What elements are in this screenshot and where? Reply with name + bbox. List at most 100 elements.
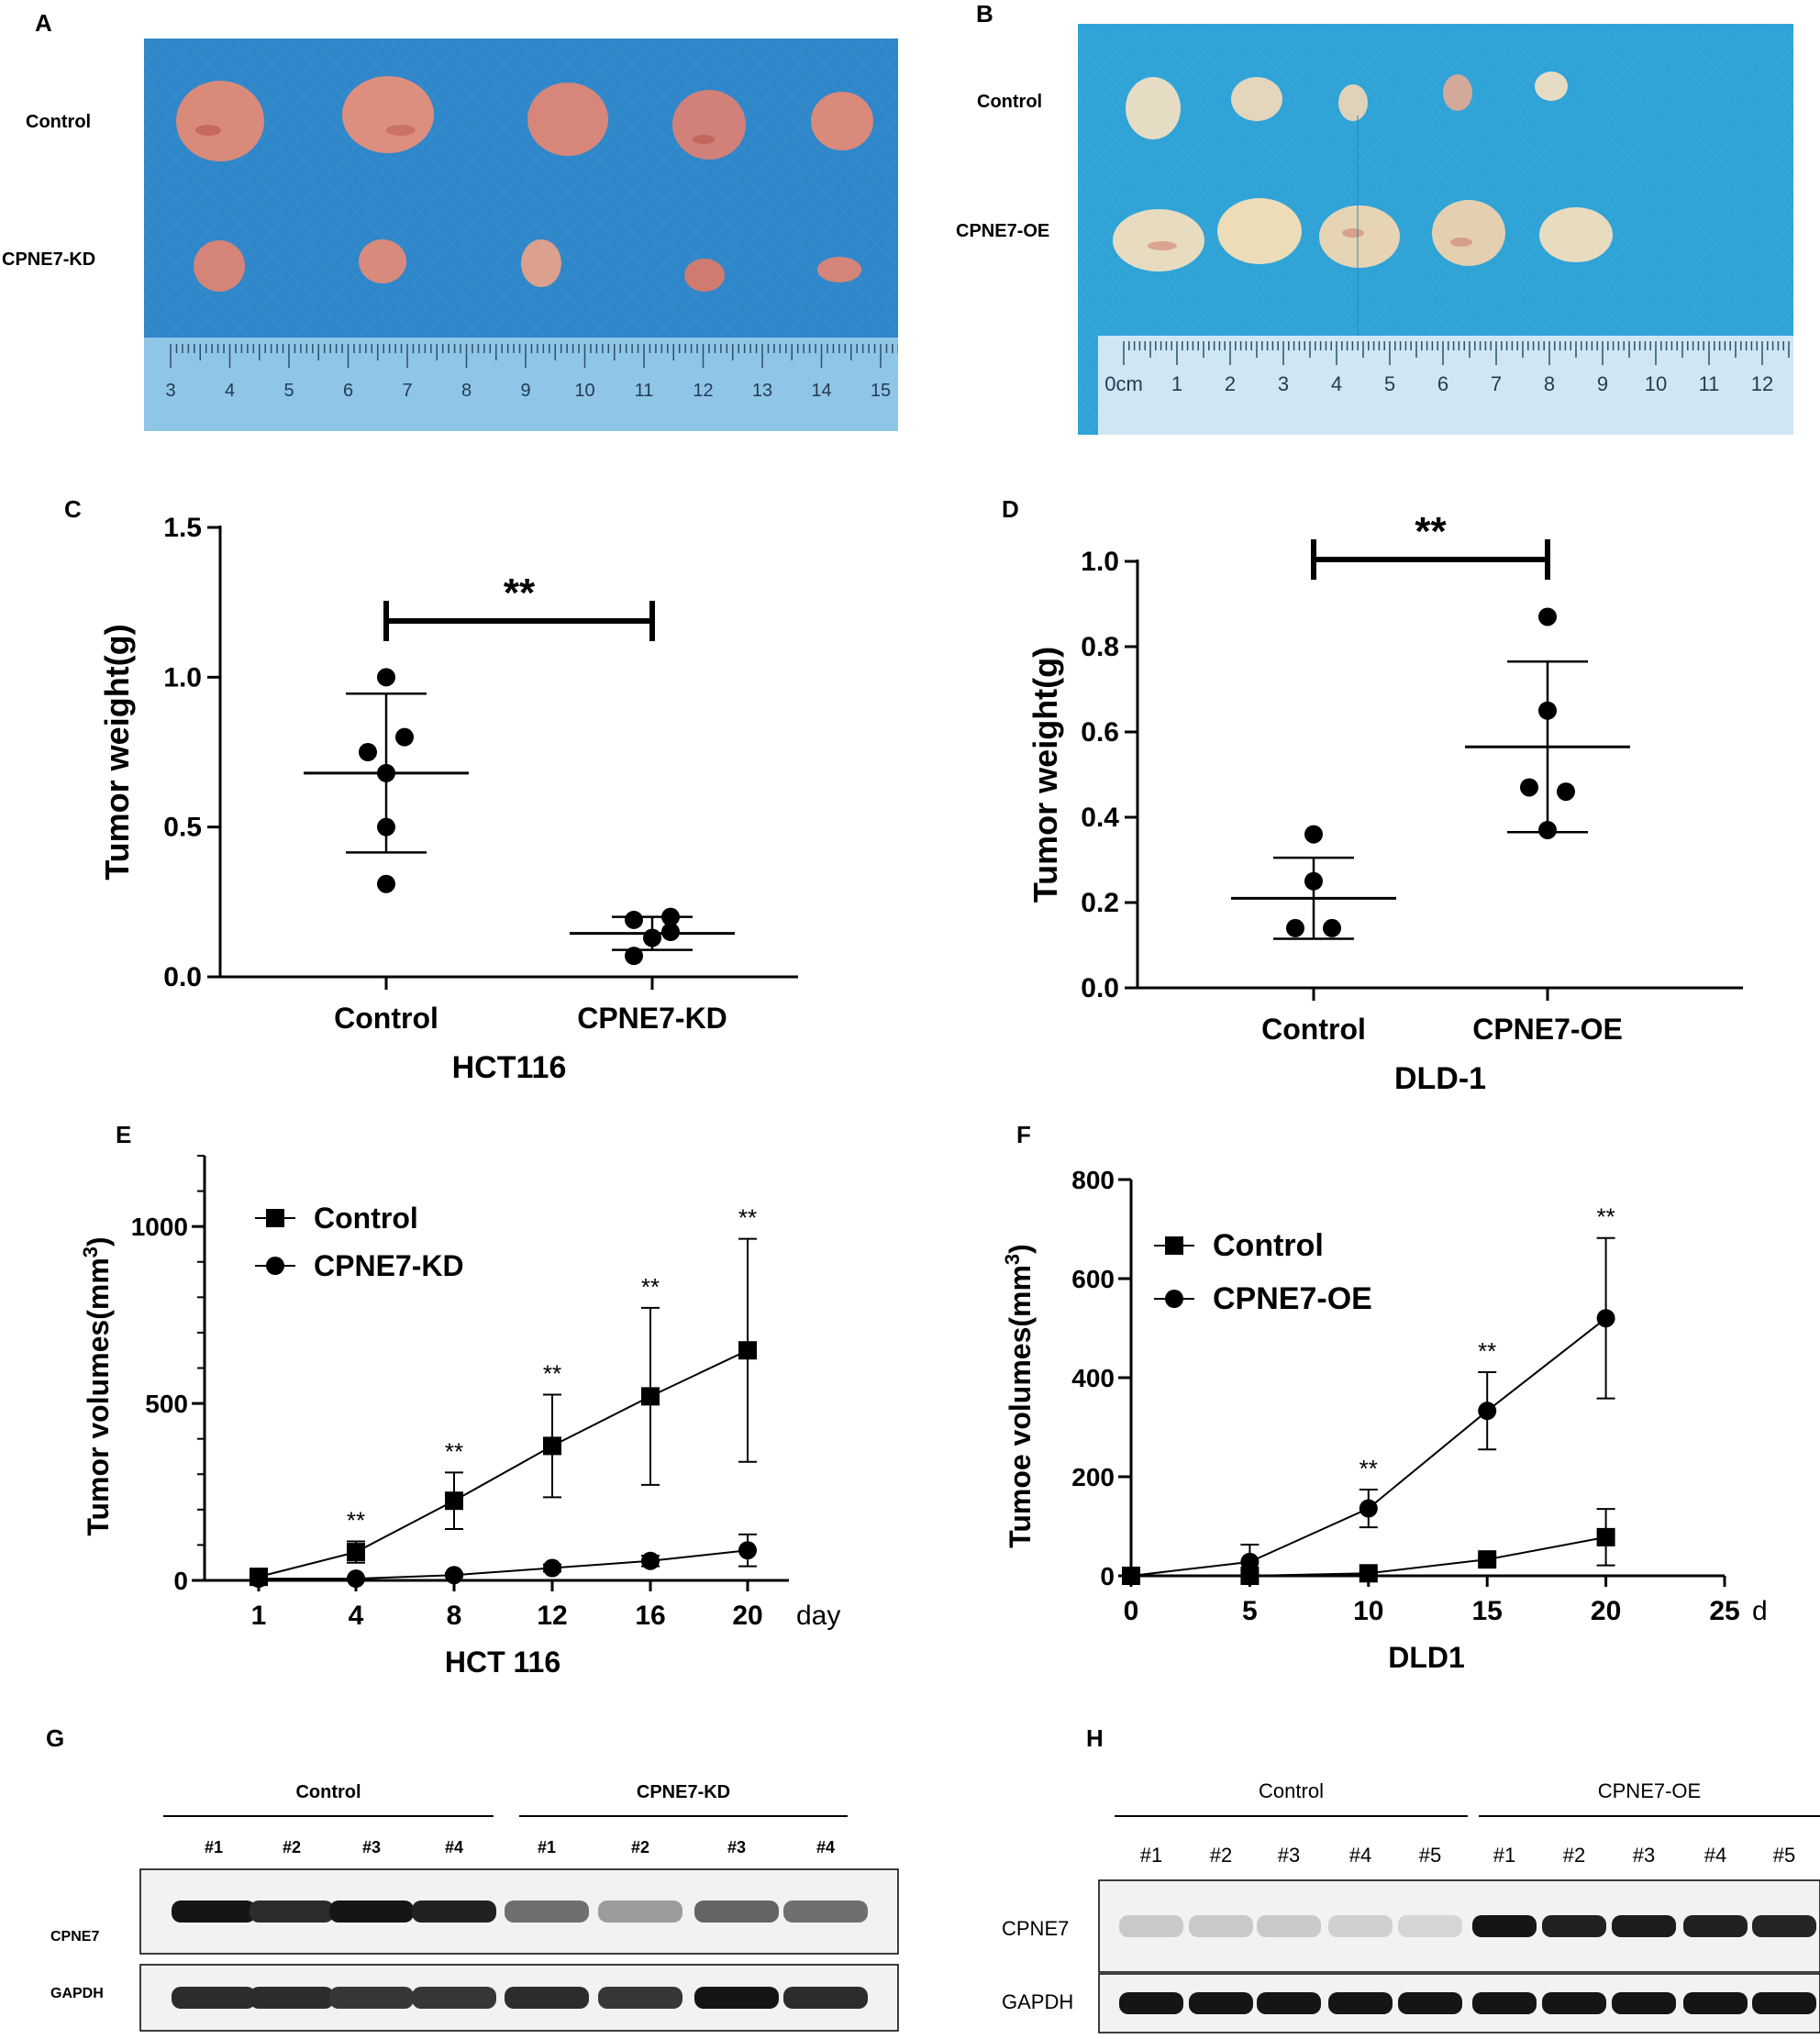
- western-blot-g: Control CPNE7-KD #1 #2 #3 #4 #1 #2 #3 #4 CPNE7 GAPD…: [50, 1782, 899, 2032]
- y-tick-label: 0: [1100, 1562, 1115, 1590]
- significance-label: **: [1415, 509, 1447, 554]
- ruler-number: 6: [1437, 372, 1448, 395]
- x-tick-label: CPNE7-KD: [577, 1002, 727, 1035]
- panel-g: G Control CPNE7-KD #1 #2 #3 #4 #1 #2 #3 #4 CPNE7 GA…: [0, 1706, 917, 2039]
- ruler-number: 13: [752, 381, 772, 401]
- y-tick-label: 0.2: [1081, 888, 1119, 918]
- western-blot-h: Control CPNE7-OE #1 #2 #3 #4 #5 #1 #2 #3 #4 #5 CPNE7…: [1002, 1779, 1820, 2033]
- panel-f: F 0 200 400 600 800 0 5 10 15 20 25 d DLD1 Tumoe volu…: [917, 1110, 1820, 1706]
- blot-band: [1472, 1915, 1537, 1937]
- data-point-circle: [1596, 1309, 1615, 1328]
- blot-band: [1189, 1915, 1253, 1937]
- panel-label-f: F: [1016, 1121, 1031, 1148]
- data-point: [1520, 778, 1538, 797]
- blot-band: [598, 1987, 682, 2009]
- tumor: [817, 257, 861, 283]
- blot-lane-label: #2: [631, 1838, 649, 1856]
- significance-label: **: [1596, 1203, 1615, 1231]
- y-tick-label: 400: [1071, 1364, 1115, 1392]
- blot-group-label: Control: [295, 1782, 361, 1802]
- blot-group-label: CPNE7-OE: [1598, 1779, 1701, 1802]
- panel-label-a: A: [35, 9, 52, 37]
- blot-lane-label: #5: [1419, 1844, 1441, 1867]
- data-point: [661, 923, 680, 941]
- ruler-number: 2: [1225, 372, 1236, 395]
- blot-band: [329, 1900, 414, 1923]
- x-axis-title: DLD-1: [1394, 1061, 1486, 1096]
- blot-lane-label: #3: [1278, 1844, 1300, 1867]
- blot-lane-label: #2: [1563, 1844, 1585, 1867]
- legend-marker-circle: [266, 1257, 284, 1275]
- x-tick-label: 20: [732, 1601, 762, 1631]
- data-point-square: [1478, 1550, 1497, 1569]
- data-point: [395, 727, 414, 747]
- ruler-number: 4: [1331, 372, 1342, 395]
- blot-group-label: CPNE7-KD: [637, 1782, 730, 1802]
- blot-lane-label: #2: [1210, 1844, 1232, 1867]
- tumor-photo-b: 0cm 1 2 3 4 5 6 7 8 9 10 11 12: [1078, 24, 1793, 435]
- blot-band: [1612, 1992, 1676, 2014]
- tumor: [1217, 198, 1302, 264]
- y-tick-label: 0.6: [1081, 717, 1119, 748]
- blot-band: [1257, 1992, 1321, 2014]
- significance-label: **: [543, 1359, 561, 1387]
- ruler-number: 1: [1171, 372, 1182, 395]
- blot-band: [1119, 1915, 1183, 1937]
- x-axis-title: HCT 116: [445, 1646, 560, 1679]
- chart-e: 0 500 1000 1 4 8 12 16 20 day HCT 116 Tumor volumes…: [79, 1155, 840, 1679]
- blot-band-label: GAPDH: [50, 1986, 104, 2001]
- ruler-number: 5: [283, 381, 294, 401]
- y-axis-title: Tumor weight(g): [1027, 647, 1064, 903]
- tumor: [194, 240, 245, 292]
- data-point: [643, 928, 661, 947]
- photo-b-row-control: Control: [977, 92, 1043, 112]
- blot-band: [505, 1900, 589, 1923]
- x-axis-title: DLD1: [1388, 1641, 1465, 1674]
- significance-label: **: [1478, 1337, 1496, 1365]
- x-tick-label: 12: [537, 1601, 567, 1631]
- data-point-circle: [1122, 1567, 1140, 1585]
- blot-band: [172, 1987, 256, 2009]
- data-point-square: [641, 1387, 660, 1406]
- panel-c: C 0.0 0.5 1.0 1.5 Control CPNE7-KD HCT116 Tumor…: [0, 477, 899, 1110]
- ruler-number: 12: [1751, 372, 1773, 395]
- tumor: [1338, 84, 1368, 121]
- chart-f: 0 200 400 600 800 0 5 10 15 20 25 d DLD1 Tumoe volume…: [1001, 1166, 1768, 1674]
- data-point: [1304, 825, 1323, 844]
- blot-lane-label: #3: [1633, 1844, 1655, 1867]
- blot-band: [250, 1900, 334, 1923]
- x-tick-label: 5: [1242, 1596, 1258, 1626]
- ruler-number: 10: [574, 381, 594, 401]
- blot-band: [1257, 1915, 1321, 1937]
- ruler-number: 3: [165, 381, 175, 401]
- y-tick-label: 1000: [131, 1213, 188, 1241]
- tumor-photo-a: 3 4 5 6 7 8 9 10 11 12 13 14 15: [144, 39, 898, 431]
- y-tick-label: 200: [1071, 1463, 1115, 1491]
- y-tick-label: 0.0: [1081, 973, 1119, 1003]
- tumor: [1443, 74, 1472, 111]
- x-tick-label: 1: [251, 1601, 267, 1631]
- ruler-b: [1098, 336, 1793, 435]
- blot-band: [783, 1900, 868, 1923]
- blot-lane-label: #1: [205, 1838, 223, 1856]
- x-tick-label: 15: [1472, 1596, 1503, 1626]
- y-tick-label: 1.0: [1081, 547, 1119, 577]
- ruler-number: 4: [225, 381, 235, 401]
- legend-marker-square: [1165, 1236, 1183, 1255]
- tumor: [811, 92, 873, 150]
- blot-band: [1328, 1992, 1393, 2014]
- blot-band: [1612, 1915, 1676, 1937]
- data-point: [377, 763, 395, 782]
- tumor: [1126, 77, 1181, 139]
- data-point: [1538, 701, 1557, 720]
- panel-label-g: G: [46, 1724, 65, 1752]
- tumor: [1432, 200, 1505, 266]
- blot-lane-label: #1: [538, 1838, 556, 1856]
- y-axis-title: Tumoe volumes(mm3): [1001, 1244, 1037, 1548]
- data-point-circle: [1240, 1552, 1260, 1571]
- ruler-number: 5: [1384, 372, 1395, 395]
- blot-band-label: GAPDH: [1002, 1990, 1073, 2013]
- data-point: [625, 910, 643, 929]
- blot-lane-label: #2: [283, 1838, 301, 1856]
- data-point-square: [738, 1341, 757, 1360]
